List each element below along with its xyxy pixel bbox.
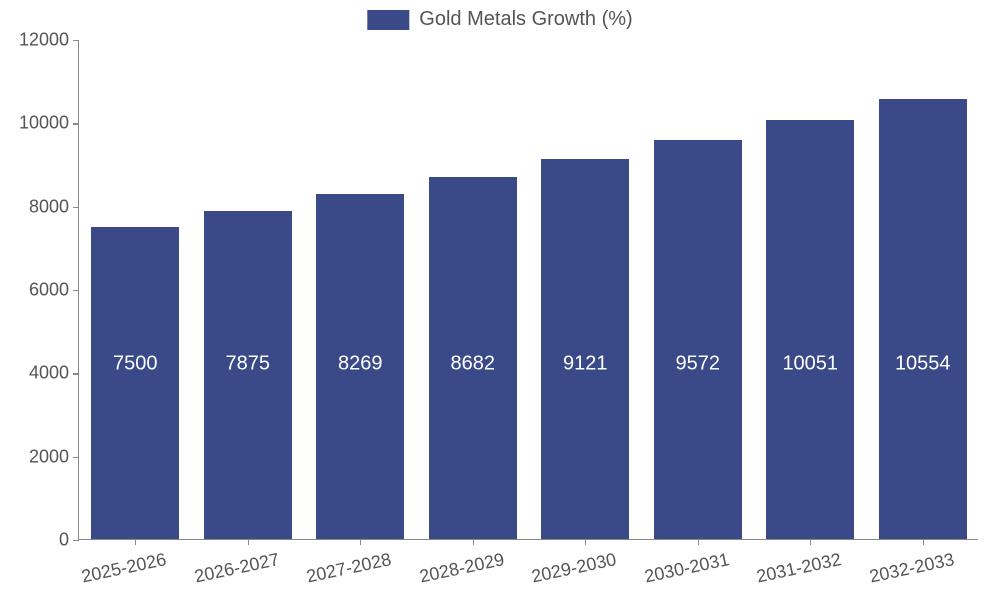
bar: 7500	[91, 227, 179, 540]
bar: 7875	[204, 211, 292, 539]
y-tick-label: 2000	[29, 446, 79, 467]
plot-area: 0200040006000800010000120002025-20267500…	[78, 40, 978, 540]
x-tick-label: 2029-2030	[528, 539, 619, 587]
x-tick-label: 2031-2032	[753, 539, 844, 587]
x-tick-label: 2032-2033	[865, 539, 956, 587]
bar-value-label: 10554	[879, 353, 967, 376]
x-tick-label: 2025-2026	[78, 539, 169, 587]
x-tick-label: 2028-2029	[415, 539, 506, 587]
bar: 8269	[316, 194, 404, 539]
bar: 9572	[654, 140, 742, 539]
x-tick-label: 2030-2031	[640, 539, 731, 587]
bar-value-label: 8682	[429, 353, 517, 376]
bar-value-label: 9572	[654, 353, 742, 376]
bar-value-label: 10051	[766, 353, 854, 376]
legend-label: Gold Metals Growth (%)	[419, 8, 632, 31]
y-tick-label: 6000	[29, 280, 79, 301]
chart-container: Gold Metals Growth (%) 02000400060008000…	[0, 0, 1000, 600]
y-tick-label: 12000	[19, 30, 79, 51]
x-tick-label: 2027-2028	[303, 539, 394, 587]
bar: 10051	[766, 120, 854, 539]
bar-value-label: 8269	[316, 353, 404, 376]
y-tick-label: 0	[59, 530, 79, 551]
y-tick-label: 4000	[29, 363, 79, 384]
y-tick-label: 8000	[29, 196, 79, 217]
bar: 9121	[541, 159, 629, 539]
bar: 10554	[879, 99, 967, 539]
bar-value-label: 7875	[204, 353, 292, 376]
bar-value-label: 9121	[541, 353, 629, 376]
bar-value-label: 7500	[91, 353, 179, 376]
legend-swatch	[367, 10, 409, 30]
y-tick-label: 10000	[19, 113, 79, 134]
bar: 8682	[429, 177, 517, 539]
x-tick-label: 2026-2027	[190, 539, 281, 587]
legend: Gold Metals Growth (%)	[367, 8, 632, 31]
